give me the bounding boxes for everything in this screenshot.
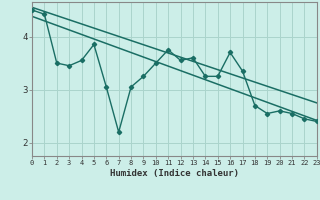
X-axis label: Humidex (Indice chaleur): Humidex (Indice chaleur) xyxy=(110,169,239,178)
